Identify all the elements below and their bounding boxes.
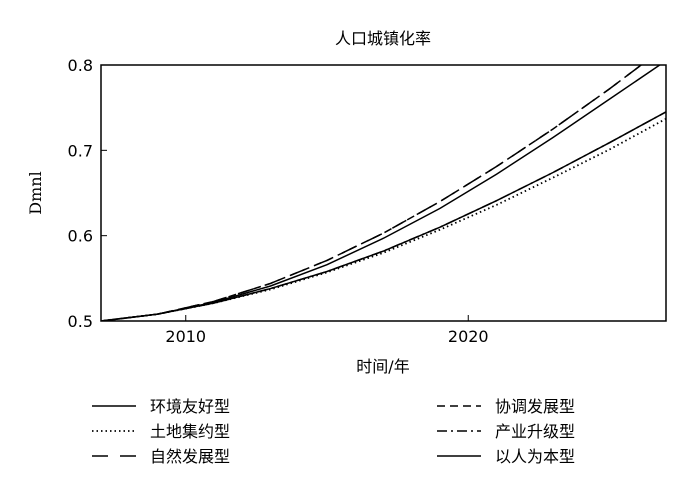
series-line-2 bbox=[101, 65, 643, 321]
x-tick-label: 2020 bbox=[448, 327, 489, 346]
chart-title: 人口城镇化率 bbox=[335, 29, 431, 48]
series-line-3 bbox=[101, 117, 666, 321]
series-lines bbox=[101, 65, 666, 321]
series-line-4 bbox=[101, 111, 666, 321]
y-axis-label: Dmnl bbox=[26, 171, 45, 214]
legend-label: 产业升级型 bbox=[495, 422, 575, 441]
y-tick-label: 0.8 bbox=[68, 56, 93, 75]
legend-label: 以人为本型 bbox=[495, 447, 575, 466]
series-line-6 bbox=[101, 65, 662, 321]
plot-frame bbox=[100, 64, 667, 322]
legend-label: 环境友好型 bbox=[150, 397, 230, 416]
y-tick-label: 0.7 bbox=[68, 141, 93, 160]
series-line-5 bbox=[101, 65, 643, 321]
axis-ticks: 0.5 0.6 0.7 0.8 2010 2020 bbox=[68, 56, 489, 346]
y-tick-label: 0.6 bbox=[68, 227, 93, 246]
legend-label: 自然发展型 bbox=[150, 447, 230, 466]
x-tick-label: 2010 bbox=[165, 327, 206, 346]
legend-label: 协调发展型 bbox=[495, 397, 575, 416]
x-axis-label: 时间/年 bbox=[356, 357, 409, 376]
y-tick-label: 0.5 bbox=[68, 312, 93, 331]
legend-label: 土地集约型 bbox=[150, 422, 230, 441]
series-line-1 bbox=[101, 111, 666, 321]
